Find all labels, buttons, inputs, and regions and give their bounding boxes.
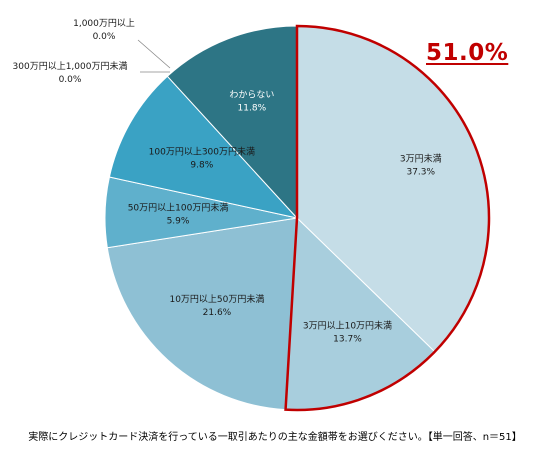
slice-category-label-5: 300万円以上1,000万円未満 [13,60,128,72]
slice-category-label-1: 3万円以上10万円未満 [303,320,392,332]
highlight-outline [284,24,491,412]
pie-slice-4 [108,75,299,219]
chart-caption: 実際にクレジットカード決済を行っている一取引あたりの主な金額帯をお選びください。… [28,432,522,443]
slice-value-label-1: 13.7% [333,335,362,345]
slice-value-label-5: 0.0% [59,75,82,85]
slice-category-label-7: わからない [229,90,274,101]
slice-value-label-4: 9.8% [190,161,213,171]
pie-slice-7 [166,25,298,220]
slice-category-label-4: 100万円以上300万円未満 [149,146,255,158]
pie-slices [104,25,490,411]
slice-category-label-0: 3万円未満 [400,153,442,165]
slice-value-label-6: 0.0% [93,32,116,42]
slice-labels: 3万円未満 37.3% 3万円以上10万円未満 13.7% 10万円以上50万円未満 21… [128,90,442,345]
slice-value-label-2: 21.6% [203,308,232,318]
leader-line-6 [137,39,171,69]
highlight-percentage: 51.0% [426,40,509,66]
slice-value-label-0: 37.3% [406,168,435,178]
slice-category-label-3: 50万円以上100万円未満 [128,201,229,213]
slice-category-label-6: 1,000万円以上 [73,18,135,29]
slice-value-label-7: 11.8% [238,104,267,114]
pie-slice-2 [106,217,298,411]
slice-value-label-3: 5.9% [167,216,190,226]
slice-category-label-2: 10万円以上50万円未満 [169,293,264,305]
outside-labels: 300万円以上1,000万円未満 0.0% 1,000万円以上 0.0% [13,18,171,85]
